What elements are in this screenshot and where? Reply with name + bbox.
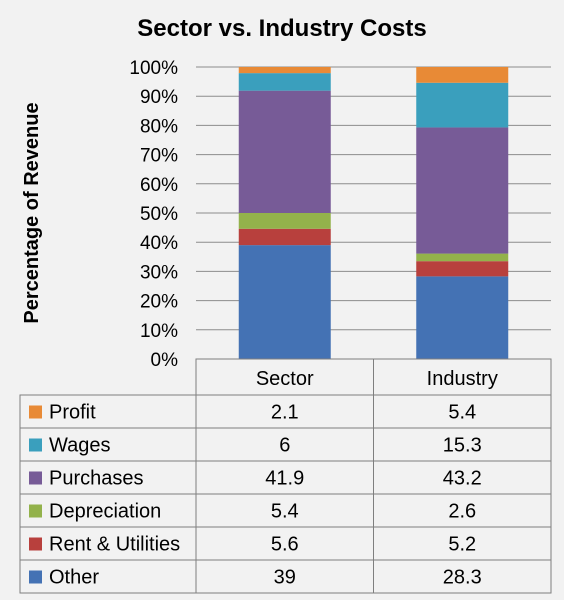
bar-segment-industry-depreciation [416, 253, 509, 262]
bar-segment-sector-purchases [238, 90, 331, 213]
table-value-cell: 43.2 [443, 468, 482, 490]
legend-label: Purchases [49, 468, 144, 490]
legend-swatch [29, 405, 42, 419]
category-label: Industry [427, 368, 498, 390]
legend-label: Other [49, 567, 99, 589]
bar-segment-sector-depreciation [238, 213, 331, 229]
bar-segment-sector-wages [238, 73, 331, 91]
bar-segment-industry-rent-utilities [416, 261, 509, 277]
bar-segment-industry-other [416, 276, 509, 359]
table-value-cell: 2.1 [271, 402, 299, 424]
y-tick-label: 20% [140, 292, 178, 313]
y-tick-label: 100% [129, 58, 178, 79]
y-tick-label: 10% [140, 321, 178, 342]
legend-label: Wages [49, 435, 111, 457]
legend-swatch [29, 570, 42, 584]
chart-title: Sector vs. Industry Costs [137, 15, 426, 42]
table-value-cell: 41.9 [265, 468, 304, 490]
table-value-cell: 6 [279, 435, 290, 457]
y-tick-label: 30% [140, 262, 178, 283]
y-axis-ticks: 0% 10% 20% 30% 40% 50% 60% 70% 80% 90% 100% [129, 58, 178, 371]
table-value-cell: 2.6 [448, 501, 476, 523]
table-value-cell: 5.2 [448, 534, 476, 556]
bar-segment-sector-rent-utilities [238, 228, 331, 246]
bar-segment-industry-wages [416, 82, 509, 128]
y-tick-label: 70% [140, 146, 178, 167]
legend-swatch [29, 537, 42, 551]
table-value-cell: 39 [274, 567, 296, 589]
legend-swatch [29, 438, 42, 452]
bar-segment-industry-purchases [416, 127, 509, 254]
table-value-cell: 5.4 [271, 501, 299, 523]
table-value-cell: 15.3 [443, 435, 482, 457]
y-tick-label: 60% [140, 175, 178, 196]
y-tick-label: 0% [151, 350, 179, 371]
bar-segment-sector-other [238, 245, 331, 359]
y-tick-label: 50% [140, 204, 178, 225]
bar-segment-industry-profit [416, 67, 509, 83]
y-axis-title: Percentage of Revenue [21, 102, 43, 323]
bar-segment-sector-profit [238, 67, 331, 74]
y-tick-label: 80% [140, 116, 178, 137]
y-tick-label: 40% [140, 233, 178, 254]
table-value-cell: 5.4 [448, 402, 476, 424]
y-tick-label: 90% [140, 87, 178, 108]
legend-label: Rent & Utilities [49, 534, 180, 556]
bars [238, 67, 509, 359]
legend-label: Profit [49, 402, 96, 424]
legend-label: Depreciation [49, 501, 161, 523]
table-value-cell: 5.6 [271, 534, 299, 556]
legend-swatch [29, 471, 42, 485]
data-table: Sector Industry Profit 2.1 5.4 Wages 6 15.3 Purc… [19, 358, 552, 594]
legend-swatch [29, 504, 42, 518]
category-label: Sector [256, 368, 314, 390]
table-value-cell: 28.3 [443, 567, 482, 589]
